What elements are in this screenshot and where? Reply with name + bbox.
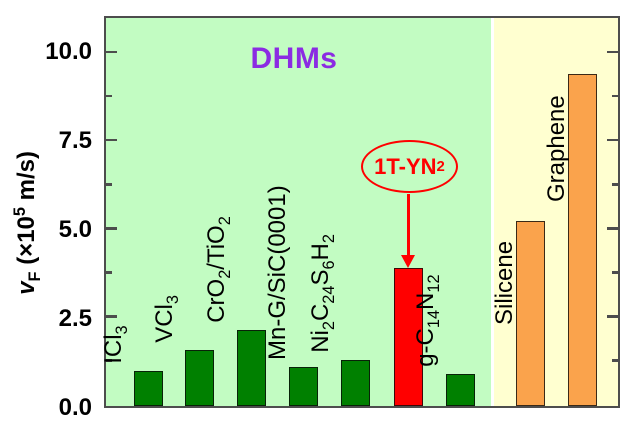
y-tick-minor — [612, 183, 618, 186]
bar-cro2-tio2 — [236, 330, 266, 406]
y-tick-minor — [106, 94, 112, 98]
y-tick-minor — [106, 183, 112, 186]
callout-arrowhead-icon — [401, 255, 415, 268]
y-tick-major — [106, 315, 117, 318]
y-tick-minor — [612, 359, 618, 362]
plot-area: DHMs ICl3 VCl3 CrO2/TiO2 Mn-G/SiC(0 — [100, 16, 620, 408]
bar-label-vcl3: VCl3 — [151, 294, 182, 343]
y-tick-minor — [612, 94, 618, 98]
bar-g-c14n12 — [445, 374, 475, 406]
y-tick-major — [106, 50, 117, 54]
callout-arrow — [407, 194, 410, 256]
bar-label-cro2-tio2: CrO2/TiO2 — [203, 216, 234, 324]
y-tick-minor — [106, 271, 112, 274]
bar-vcl3 — [184, 349, 214, 406]
y-tick-major — [607, 315, 618, 318]
y-tick-major — [607, 50, 618, 54]
dhms-region-label: DHMs — [250, 42, 338, 75]
y-tick-label: 2.5 — [58, 305, 92, 332]
y-tick-minor — [106, 359, 112, 362]
y-tick-label: 7.5 — [58, 127, 92, 154]
bar-silicene — [515, 220, 545, 406]
y-tick-major — [607, 227, 618, 230]
dhms-region — [106, 18, 491, 406]
y-tick-label: 0.0 — [58, 394, 92, 421]
y-tick-major — [607, 138, 618, 142]
bar-icl3 — [133, 370, 163, 406]
bar-label-g-c14n12: g-C14N12 — [412, 274, 443, 368]
y-tick-label: 5.0 — [58, 216, 92, 243]
bar-label-ni2c24s6h2: Ni2C24S6H2 — [307, 234, 338, 354]
bar-label-graphene: Graphene — [543, 95, 570, 203]
bar-label-icl3: ICl3 — [100, 325, 131, 364]
y-tick-major — [106, 227, 117, 230]
benchmark-region — [494, 18, 618, 406]
bar-ni2c24s6h2 — [340, 360, 370, 406]
bar-1t-yn2 — [393, 268, 423, 406]
y-tick-major — [106, 138, 117, 142]
y-tick-label: 10.0 — [45, 38, 92, 65]
callout-ellipse: 1T-YN 2 — [361, 140, 458, 193]
bar-label-silicene: Silicene — [491, 241, 518, 326]
bar-graphene — [567, 74, 597, 406]
y-tick-minor — [612, 271, 618, 274]
bar-label-mn-g-sic: Mn-G/SiC(0001) — [264, 185, 291, 361]
bar-mn-g-sic — [288, 367, 318, 406]
